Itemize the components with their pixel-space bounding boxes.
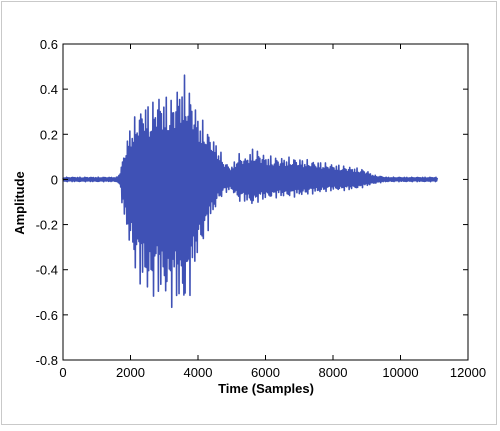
y-tick-label: 0.4	[40, 82, 58, 97]
y-tick-label: -0.2	[36, 218, 58, 233]
y-tick-label: 0	[51, 172, 58, 187]
x-tick-label: 8000	[319, 365, 348, 380]
x-tick-label: 12000	[450, 365, 486, 380]
y-tick-label: 0.2	[40, 127, 58, 142]
x-tick-label: 2000	[116, 365, 145, 380]
y-tick-label: -0.8	[36, 353, 58, 368]
y-tick-label: -0.6	[36, 308, 58, 323]
x-tick-label: 10000	[382, 365, 418, 380]
waveform-chart: 0 2000 4000 6000 8000 10000 120000.60.40.20-0.…	[12, 37, 486, 396]
figure-frame: 0 2000 4000 6000 8000 10000 12000 0.6 0.4 0.2 0 -0.…	[1, 1, 497, 425]
y-tick-label: 0.6	[40, 37, 58, 52]
x-tick-label: 4000	[184, 365, 213, 380]
x-axis-label: Time (Samples)	[218, 381, 314, 396]
y-tick-label: -0.4	[36, 263, 58, 278]
waveform-series	[62, 74, 439, 309]
y-axis-label: Amplitude	[12, 171, 27, 235]
waveform-line	[62, 74, 439, 309]
x-tick-label: 6000	[251, 365, 280, 380]
x-tick-label: 0	[59, 365, 66, 380]
